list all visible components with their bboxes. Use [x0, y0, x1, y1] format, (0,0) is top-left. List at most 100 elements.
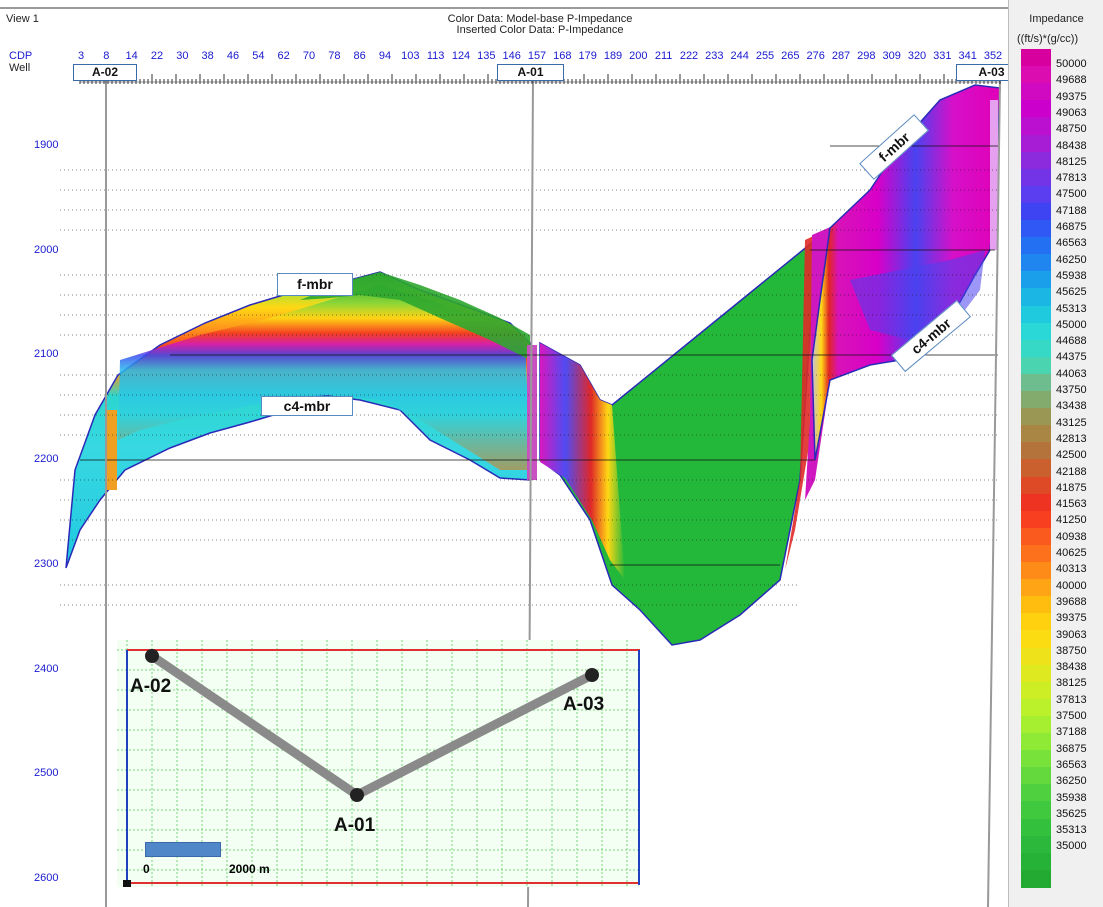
colorbar-swatch: [1021, 664, 1051, 683]
colorbar-swatch: [1021, 681, 1051, 700]
colorbar-tick-label: 42500: [1056, 449, 1087, 462]
colorbar-tick-label: 40313: [1056, 563, 1087, 576]
depth-tick-label: 2300: [34, 557, 59, 570]
colorbar-tick-label: 35313: [1056, 824, 1087, 837]
colorbar-swatch: [1021, 596, 1051, 614]
depth-tick-label: 2400: [34, 662, 59, 675]
colorbar-swatch: [1021, 493, 1051, 512]
well-tag-a02[interactable]: A-02: [73, 64, 137, 81]
cross-section-panel[interactable]: View 1 Color Data: Model-base P-Impedanc…: [0, 0, 1027, 907]
map-label-a02: A-02: [130, 676, 172, 697]
cdp-tick-label: 94: [378, 50, 392, 62]
colorbar-swatch: [1021, 220, 1051, 238]
colorbar-swatch: [1021, 767, 1051, 785]
colorbar-tick-label: 35938: [1056, 791, 1087, 804]
cdp-tick-label: 352: [983, 50, 1003, 62]
a01-well-log: [527, 345, 537, 480]
colorbar-swatch: [1021, 305, 1051, 324]
cdp-axis-label: CDP: [9, 50, 33, 62]
colorbar-tick-label: 38438: [1056, 661, 1087, 674]
colorbar-tick-label: 44063: [1056, 367, 1087, 380]
depth-tick-label: 2200: [34, 453, 59, 466]
well-axis-label: Well: [9, 62, 31, 74]
view-label: View 1: [6, 13, 39, 25]
impedance-section[interactable]: [0, 0, 1008, 907]
a01-a03-path: [352, 670, 597, 800]
colorbar-swatch: [1021, 66, 1051, 84]
a01-map-marker[interactable]: [350, 788, 364, 802]
scale-end-label: 2000 m: [229, 862, 270, 876]
cdp-tick-label: 146: [502, 50, 521, 62]
colorbar-swatch: [1021, 835, 1051, 854]
colorbar-swatch: [1021, 151, 1051, 170]
colorbar-swatch: [1021, 322, 1051, 341]
colorbar-tick-label: 35625: [1056, 807, 1087, 820]
colorbar-swatch: [1021, 49, 1051, 67]
cdp-tick-label: 30: [176, 50, 189, 62]
colorbar-tick-label: 43438: [1056, 400, 1087, 413]
colorbar-swatch: [1021, 83, 1051, 101]
colorbar-tick-label: 42813: [1056, 432, 1087, 445]
colorbar-strip: [1021, 49, 1051, 888]
colorbar-tick-label: 42188: [1056, 465, 1087, 478]
map-label-a01: A-01: [334, 815, 376, 836]
a02-map-marker[interactable]: [145, 649, 159, 663]
colorbar-tick-label: 36250: [1056, 775, 1087, 788]
colorbar-tick-label: 39688: [1056, 595, 1087, 608]
colorbar-title: Impedance: [1029, 13, 1084, 25]
cdp-tick-label: 200: [629, 50, 648, 62]
colorbar-swatch: [1021, 801, 1051, 820]
colorbar-tick-label: 46563: [1056, 237, 1087, 250]
colorbar-swatch: [1021, 117, 1051, 136]
cdp-tick-label: 255: [755, 50, 775, 62]
colorbar-swatch: [1021, 544, 1051, 563]
cdp-tick-label: 341: [958, 50, 977, 62]
colorbar-tick-label: 38750: [1056, 644, 1087, 657]
colorbar-tick-label: 49375: [1056, 90, 1087, 103]
colorbar-swatch: [1021, 356, 1051, 375]
colorbar-swatch: [1021, 185, 1051, 204]
colorbar-swatch: [1021, 579, 1051, 597]
colorbar-tick-label: 35000: [1056, 840, 1087, 853]
cdp-tick-label: 320: [907, 50, 927, 62]
colorbar-tick-label: 43125: [1056, 416, 1087, 429]
cdp-tick-label: 244: [730, 50, 749, 62]
horizon-label-f-mbr-left: f-mbr: [277, 273, 353, 296]
colorbar-tick-label: 45625: [1056, 286, 1087, 299]
cdp-tick-label: 103: [401, 50, 420, 62]
cdp-tick-label: 62: [277, 50, 290, 62]
colorbar-swatch: [1021, 630, 1051, 649]
colorbar-tick-label: 49063: [1056, 106, 1087, 119]
cdp-tick-label: 168: [553, 50, 572, 62]
a03-map-marker[interactable]: [585, 668, 599, 682]
cdp-tick-label: 233: [705, 50, 724, 62]
colorbar-swatch: [1021, 254, 1051, 272]
cdp-tick-label: 113: [426, 50, 445, 62]
colorbar-tick-label: 48750: [1056, 123, 1087, 136]
scale-bar: [145, 842, 221, 857]
depth-tick-label: 2100: [34, 348, 59, 361]
colorbar-swatch: [1021, 613, 1051, 632]
horizon-label-c4-mbr-left: c4-mbr: [261, 396, 353, 416]
colorbar-swatch: [1021, 391, 1051, 409]
colorbar-swatch: [1021, 562, 1051, 580]
colorbar-swatch: [1021, 271, 1051, 289]
colorbar-tick-label: 41250: [1056, 514, 1087, 527]
well-tag-a01[interactable]: A-01: [497, 64, 564, 81]
colorbar-tick-label: 40938: [1056, 530, 1087, 543]
map-label-a03: A-03: [563, 694, 605, 715]
colorbar-swatch: [1021, 134, 1051, 153]
cdp-tick-label: 78: [328, 50, 341, 62]
colorbar-swatch: [1021, 852, 1051, 871]
cdp-tick-label: 287: [831, 50, 851, 62]
colorbar-tick-label: 37500: [1056, 710, 1087, 722]
a02-well-log: [105, 410, 117, 490]
a03-well-log: [990, 100, 998, 250]
cdp-tick-label: 8: [103, 50, 110, 62]
cdp-tick-label: 211: [654, 50, 673, 62]
title-divider: [0, 7, 1008, 9]
colorbar-swatch: [1021, 339, 1051, 358]
depth-tick-label: 2500: [34, 767, 59, 780]
colorbar-unit: ((ft/s)*(g/cc)): [1017, 33, 1079, 45]
colorbar-tick-label: 45938: [1056, 269, 1087, 282]
